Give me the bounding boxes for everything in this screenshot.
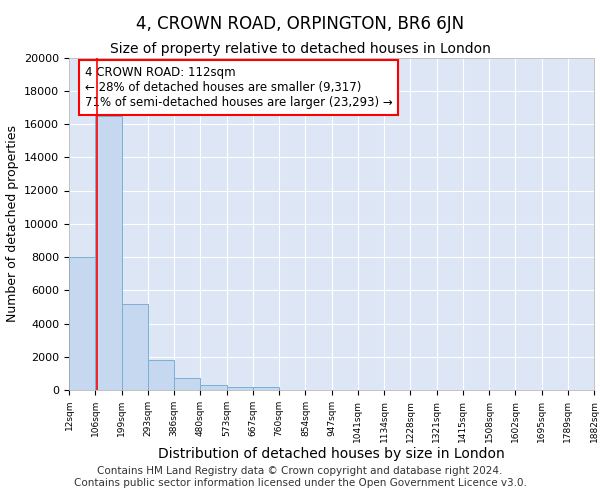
Bar [253, 386, 279, 390]
Bar [174, 378, 200, 390]
Bar [121, 304, 148, 390]
Text: Contains HM Land Registry data © Crown copyright and database right 2024.
Contai: Contains HM Land Registry data © Crown c… [74, 466, 526, 487]
Text: 4, CROWN ROAD, ORPINGTON, BR6 6JN: 4, CROWN ROAD, ORPINGTON, BR6 6JN [136, 15, 464, 33]
X-axis label: Distribution of detached houses by size in London: Distribution of detached houses by size … [158, 448, 505, 462]
Bar [227, 386, 253, 390]
Y-axis label: Number of detached properties: Number of detached properties [5, 125, 19, 322]
Bar [200, 385, 227, 390]
Bar [148, 360, 174, 390]
Text: Size of property relative to detached houses in London: Size of property relative to detached ho… [110, 42, 490, 56]
Text: 4 CROWN ROAD: 112sqm
← 28% of detached houses are smaller (9,317)
71% of semi-de: 4 CROWN ROAD: 112sqm ← 28% of detached h… [85, 66, 392, 109]
Bar [95, 116, 121, 390]
Bar [69, 257, 95, 390]
